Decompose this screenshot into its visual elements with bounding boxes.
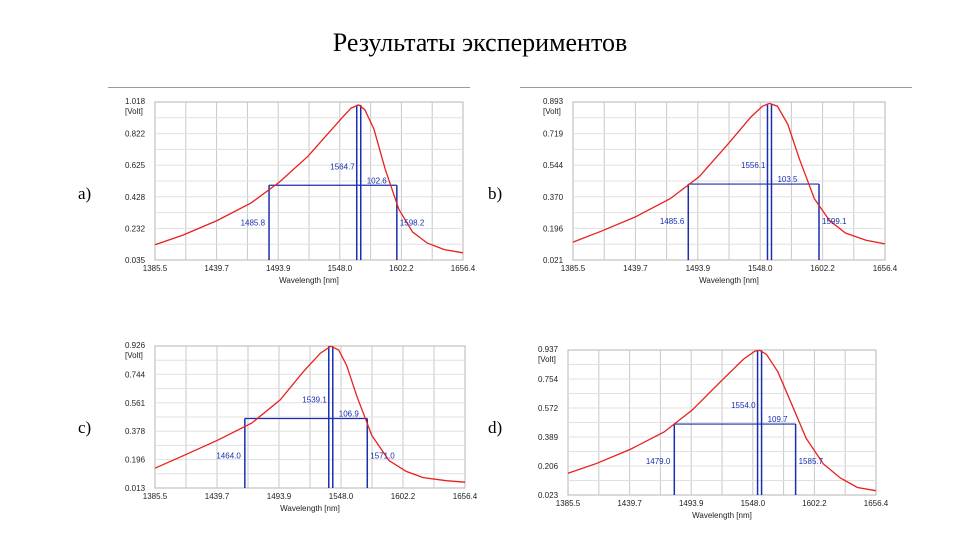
y-tick-label: 0.196 [125, 456, 146, 465]
y-tick-label: 0.572 [538, 404, 559, 413]
chart-b: 0.893 0.719 0.544 0.370 0.196 0.021 [Volt] 1385… [543, 97, 898, 285]
y-tick-label: 0.625 [125, 161, 146, 170]
series-line [572, 102, 886, 245]
y-tick-label: 0.926 [125, 341, 146, 350]
panel-label-b: b) [488, 184, 503, 203]
right-wavelength-label: 1599.1 [822, 217, 847, 226]
right-wavelength-label: 1571.0 [370, 451, 395, 460]
series-line [567, 349, 877, 492]
right-wavelength-label: 1598.2 [400, 218, 425, 227]
y-unit-label: [Volt] [538, 355, 556, 364]
x-axis-label: Wavelength [nm] [279, 276, 339, 285]
fwhm-label: 103.5 [777, 175, 798, 184]
y-tick-label: 0.822 [125, 130, 146, 139]
x-tick-label: 1385.5 [143, 264, 168, 273]
x-tick-label: 1493.9 [266, 264, 291, 273]
peak-wavelength-label: 1539.1 [302, 395, 327, 404]
x-tick-label: 1385.5 [561, 264, 586, 273]
y-tick-label: 0.206 [538, 462, 559, 471]
x-tick-label: 1602.2 [391, 492, 416, 501]
y-tick-label: 0.021 [543, 256, 564, 265]
y-tick-label: 0.370 [543, 193, 564, 202]
panel-label-d: d) [488, 418, 503, 437]
left-wavelength-label: 1485.8 [241, 218, 266, 227]
x-tick-label: 1439.7 [623, 264, 648, 273]
x-tick-label: 1439.7 [204, 264, 229, 273]
chart-c: 0.926 0.744 0.561 0.378 0.196 0.013 [Volt] 1385… [125, 341, 478, 513]
y-tick-label: 0.232 [125, 224, 146, 233]
y-tick-label: 0.544 [543, 161, 564, 170]
y-tick-label: 0.754 [538, 375, 559, 384]
x-tick-label: 1548.0 [748, 264, 773, 273]
x-tick-label: 1493.9 [679, 499, 704, 508]
x-axis-label: Wavelength [nm] [692, 511, 752, 520]
right-wavelength-label: 1585.7 [799, 457, 824, 466]
x-tick-label: 1439.7 [617, 499, 642, 508]
peak-wavelength-label: 1556.1 [741, 161, 766, 170]
x-tick-label: 1602.2 [802, 499, 827, 508]
y-tick-label: 0.023 [538, 491, 559, 500]
series-line [154, 345, 466, 483]
left-wavelength-label: 1485.6 [660, 217, 685, 226]
chart-a: 1.018 0.822 0.625 0.428 0.232 0.035 [Volt] 1385… [125, 97, 476, 285]
x-tick-label: 1493.9 [686, 264, 711, 273]
y-tick-label: 0.035 [125, 256, 146, 265]
left-wavelength-label: 1464.0 [216, 451, 241, 460]
y-unit-label: [Volt] [125, 107, 143, 116]
y-tick-label: 1.018 [125, 97, 146, 106]
y-tick-label: 0.561 [125, 399, 146, 408]
y-tick-label: 0.744 [125, 370, 146, 379]
x-tick-label: 1656.4 [451, 264, 476, 273]
panel-label-a: a) [78, 184, 92, 203]
y-tick-label: 0.378 [125, 427, 146, 436]
y-tick-label: 0.389 [538, 433, 559, 442]
y-tick-label: 0.719 [543, 130, 564, 139]
fwhm-label: 109.7 [768, 415, 789, 424]
chart-d: 0.937 0.754 0.572 0.389 0.206 0.023 [Volt] 1385… [538, 345, 889, 520]
y-tick-label: 0.013 [125, 484, 146, 493]
y-unit-label: [Volt] [543, 107, 561, 116]
peak-wavelength-label: 1564.7 [330, 162, 355, 171]
panel-label-c: c) [78, 418, 92, 437]
x-tick-label: 1548.0 [741, 499, 766, 508]
y-tick-label: 0.893 [543, 97, 564, 106]
separator-top-left [108, 87, 470, 88]
x-tick-label: 1548.0 [329, 492, 354, 501]
y-tick-label: 0.428 [125, 193, 146, 202]
x-tick-label: 1656.4 [873, 264, 898, 273]
x-tick-label: 1602.2 [810, 264, 835, 273]
x-tick-label: 1548.0 [328, 264, 353, 273]
series-line [154, 104, 464, 254]
slide-title: Результаты экспериментов [332, 28, 628, 57]
fwhm-label: 102.6 [367, 176, 388, 185]
left-wavelength-label: 1479.0 [646, 457, 671, 466]
x-tick-label: 1385.5 [143, 492, 168, 501]
peak-wavelength-label: 1554.0 [731, 401, 756, 410]
fwhm-label: 106.9 [339, 409, 360, 418]
x-tick-label: 1385.5 [556, 499, 581, 508]
x-axis-label: Wavelength [nm] [699, 276, 759, 285]
y-unit-label: [Volt] [125, 351, 143, 360]
x-tick-label: 1656.4 [453, 492, 478, 501]
x-tick-label: 1439.7 [205, 492, 230, 501]
x-tick-label: 1656.4 [864, 499, 889, 508]
y-tick-label: 0.196 [543, 224, 564, 233]
separator-top-right [520, 87, 912, 88]
x-tick-label: 1493.9 [267, 492, 292, 501]
y-tick-label: 0.937 [538, 345, 559, 354]
x-tick-label: 1602.2 [389, 264, 414, 273]
x-axis-label: Wavelength [nm] [280, 504, 340, 513]
